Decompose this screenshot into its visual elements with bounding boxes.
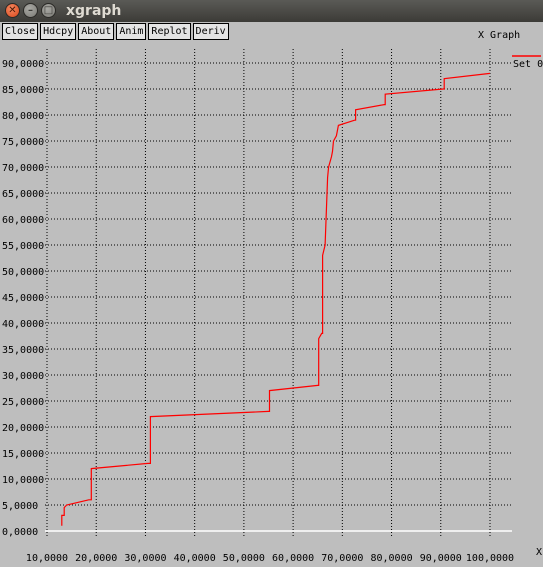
x-tick-label: 90,0000 xyxy=(420,553,462,564)
y-tick-label: 50,0000 xyxy=(2,267,44,278)
y-tick-label: 25,0000 xyxy=(2,397,44,408)
title-bar[interactable]: ✕ – □ xgraph xyxy=(0,0,543,22)
y-tick-label: 85,0000 xyxy=(2,85,44,96)
y-tick-label: 75,0000 xyxy=(2,137,44,148)
y-tick-label: 60,0000 xyxy=(2,215,44,226)
y-tick-label: 5,0000 xyxy=(2,501,38,512)
x-axis-label: X xyxy=(536,547,542,558)
x-tick-label: 20,0000 xyxy=(75,553,117,564)
maximize-window-icon[interactable]: □ xyxy=(41,3,56,18)
y-tick-label: 90,0000 xyxy=(2,59,44,70)
replot-button[interactable]: Replot xyxy=(148,23,191,40)
y-tick-label: 0,0000 xyxy=(2,527,38,538)
about-button[interactable]: About xyxy=(78,23,115,40)
y-tick-label: 55,0000 xyxy=(2,241,44,252)
x-tick-label: 80,0000 xyxy=(370,553,412,564)
x-tick-label: 10,0000 xyxy=(26,553,68,564)
x-tick-label: 100,0000 xyxy=(466,553,514,564)
graph-title: X Graph xyxy=(478,30,521,41)
y-tick-label: 20,0000 xyxy=(2,423,44,434)
y-tick-label: 70,0000 xyxy=(2,163,44,174)
animate-button[interactable]: Anim xyxy=(116,23,147,40)
x-tick-label: 40,0000 xyxy=(174,553,216,564)
x-tick-label: 70,0000 xyxy=(321,553,363,564)
close-button[interactable]: Close xyxy=(2,23,39,40)
y-tick-label: 35,0000 xyxy=(2,345,44,356)
y-tick-label: 10,0000 xyxy=(2,475,44,486)
y-tick-label: 45,0000 xyxy=(2,293,44,304)
series-line-set-0 xyxy=(61,72,491,526)
y-tick-label: 15,0000 xyxy=(2,449,44,460)
window-title: xgraph xyxy=(66,3,122,19)
x-tick-label: 60,0000 xyxy=(272,553,314,564)
x-tick-label: 50,0000 xyxy=(223,553,265,564)
hardcopy-button[interactable]: Hdcpy xyxy=(40,23,77,40)
y-tick-label: 40,0000 xyxy=(2,319,44,330)
y-tick-label: 65,0000 xyxy=(2,189,44,200)
toolbar: Close Hdcpy About Anim Replot Deriv xyxy=(2,23,229,43)
close-window-icon[interactable]: ✕ xyxy=(5,3,20,18)
derivative-button[interactable]: Deriv xyxy=(192,23,229,40)
x-tick-label: 30,0000 xyxy=(124,553,166,564)
legend-label: Set 0 xyxy=(513,59,543,70)
y-tick-label: 80,0000 xyxy=(2,111,44,122)
y-tick-label: 30,0000 xyxy=(2,371,44,382)
minimize-window-icon[interactable]: – xyxy=(23,3,38,18)
plot-area[interactable]: 0,0000 5,0000 10,0000 15,0000 20,0000 25,0000… xyxy=(0,45,543,567)
